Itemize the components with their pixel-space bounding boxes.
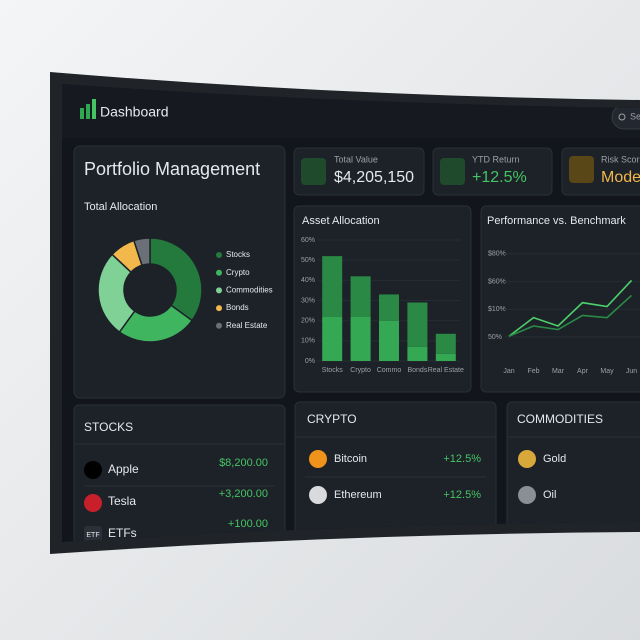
screen: Dashboard Se Portfolio Management Total …	[62, 84, 640, 542]
bar-segment	[435, 333, 456, 354]
chart-title: Asset Allocation	[302, 215, 380, 227]
legend-label: Stocks	[226, 250, 250, 259]
legend-swatch	[216, 305, 222, 312]
donut-slice	[132, 237, 151, 267]
legend-label: Crypto	[226, 268, 250, 277]
legend-label: Bonds	[226, 303, 249, 312]
x-tick-label: Apr	[577, 368, 589, 375]
legend-swatch	[216, 287, 222, 294]
bar-segment	[379, 320, 399, 361]
y-tick-label: 50%	[488, 334, 502, 341]
asset-name: Ethereum	[334, 489, 382, 501]
bar-segment	[350, 316, 371, 361]
app-title: Dashboard	[100, 104, 169, 120]
y-tick-label: 0%	[305, 358, 315, 365]
x-tick-label: Jun	[626, 368, 637, 375]
asset-name: Oil	[543, 489, 556, 501]
bar-segment	[322, 316, 343, 361]
asset-value: +12.5%	[443, 453, 481, 465]
asset-value: +100.00	[228, 518, 268, 530]
bitcoin-icon	[309, 450, 327, 468]
bar-segment	[435, 353, 456, 361]
x-tick-label: Stocks	[322, 367, 344, 374]
kpi-value: $4,205,150	[334, 169, 414, 186]
gold-icon	[518, 450, 536, 468]
kpi-icon	[440, 158, 465, 185]
oil-icon	[518, 486, 536, 504]
bar-chart: 0% 10% 20% 30% 40% 50% 60% Stocks Crypto Commo Bon…	[301, 237, 464, 374]
y-tick-label: 10%	[301, 338, 315, 345]
y-tick-label: $80%	[488, 251, 506, 258]
y-tick-label: 40%	[301, 277, 315, 284]
x-tick-label: May	[600, 368, 614, 375]
y-tick-label: 30%	[301, 297, 315, 304]
stocks-card	[73, 404, 286, 542]
search-icon	[618, 113, 626, 121]
etf-icon	[84, 526, 102, 542]
kpi-label: Risk Score	[601, 154, 640, 164]
logo	[86, 104, 90, 119]
asset-name: Bitcoin	[334, 453, 367, 465]
bar-segment	[379, 294, 399, 321]
portfolio-title: Portfolio Management	[84, 159, 260, 179]
tesla-icon	[84, 494, 102, 512]
chart-title: Performance vs. Benchmark	[487, 215, 626, 227]
card-title: STOCKS	[84, 420, 133, 434]
x-tick-label: Mar	[552, 368, 565, 375]
etf-icon-text: ETF	[86, 532, 99, 539]
kpi-value: Moder	[601, 169, 640, 186]
y-tick-label: 20%	[301, 318, 315, 325]
kpi-card	[293, 147, 425, 196]
y-tick-label: 50%	[301, 257, 315, 264]
x-tick-label: Bonds	[407, 367, 427, 374]
bar-segment	[407, 346, 428, 361]
asset-value: $8,200.00	[219, 457, 268, 469]
y-tick-label: $10%	[488, 306, 506, 313]
x-tick-label: Real Estate	[428, 367, 464, 374]
logo	[80, 108, 84, 119]
logo	[92, 99, 96, 119]
asset-value: +12.5%	[443, 489, 481, 501]
card-title: COMMODITIES	[517, 412, 603, 426]
donut-chart: Stocks Crypto Commodities Bonds Real Estate	[97, 237, 273, 343]
legend-label: Real Estate	[226, 321, 268, 330]
kpi-label: Total Value	[334, 154, 378, 164]
kpi-icon	[301, 158, 326, 185]
donut-slice	[149, 237, 203, 322]
line-series	[508, 279, 633, 337]
card-title: CRYPTO	[307, 412, 357, 426]
kpi-value: +12.5%	[472, 169, 527, 186]
legend-swatch	[216, 269, 222, 276]
search-placeholder: Se	[630, 111, 640, 121]
asset-name: ETFs	[108, 526, 137, 540]
kpi-icon	[569, 156, 594, 183]
line-series	[508, 294, 633, 337]
apple-icon	[84, 461, 102, 479]
legend-label: Commodities	[226, 286, 273, 295]
legend-swatch	[216, 322, 222, 329]
asset-name: Gold	[543, 453, 566, 465]
bar-segment	[407, 302, 428, 347]
legend-swatch	[216, 252, 222, 258]
asset-name: Tesla	[108, 494, 136, 508]
bar-segment	[322, 256, 343, 317]
y-tick-label: $60%	[488, 278, 506, 285]
x-tick-label: Feb	[527, 368, 539, 375]
x-tick-label: Jan	[503, 368, 514, 375]
allocation-title: Total Allocation	[84, 201, 157, 213]
y-tick-label: 60%	[301, 237, 315, 244]
x-tick-label: Commo	[377, 367, 402, 374]
x-tick-label: Crypto	[350, 367, 371, 374]
performance-card	[480, 205, 640, 393]
asset-value: +3,200.00	[219, 488, 268, 500]
bar-segment	[350, 276, 371, 317]
line-chart: 50% $10% $60% $80% Jan Feb Mar Apr May Jun	[488, 251, 640, 375]
kpi-label: YTD Return	[472, 154, 520, 164]
ethereum-icon	[309, 486, 327, 504]
asset-name: Apple	[108, 462, 139, 476]
